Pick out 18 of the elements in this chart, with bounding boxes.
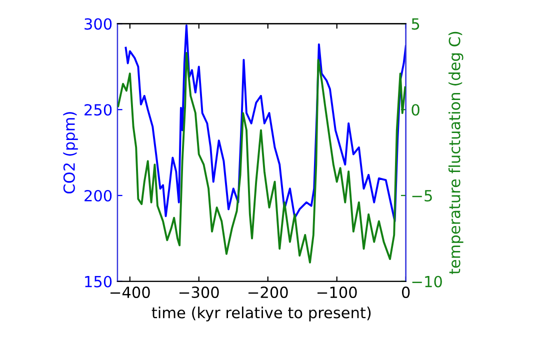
x-tick-label: −100: [317, 286, 357, 298]
x-tick-label: −200: [248, 286, 288, 298]
x-tick-label: −300: [180, 286, 219, 298]
y-tick-label: 150: [85, 276, 112, 288]
y2-tick-label: 0: [412, 104, 420, 116]
y2-axis-title: temperature fluctuation (deg C): [448, 32, 464, 274]
y2-tick-label: −5: [412, 190, 432, 202]
line-series: [124, 24, 406, 222]
y-tick-label: 200: [84, 190, 112, 202]
x-axis-title: time (kyr relative to present): [152, 306, 371, 322]
y2-tick-label: 5: [412, 18, 420, 30]
y-tick-label: 250: [84, 104, 112, 116]
y2-tick-label: −10: [412, 276, 442, 288]
y-tick-label: 300: [84, 18, 112, 30]
x-tick-label: −400: [110, 286, 150, 298]
line-series: [117, 52, 406, 264]
x-tick-label: 0: [402, 286, 410, 298]
y-axis-title: CO2 (ppm): [63, 112, 78, 194]
